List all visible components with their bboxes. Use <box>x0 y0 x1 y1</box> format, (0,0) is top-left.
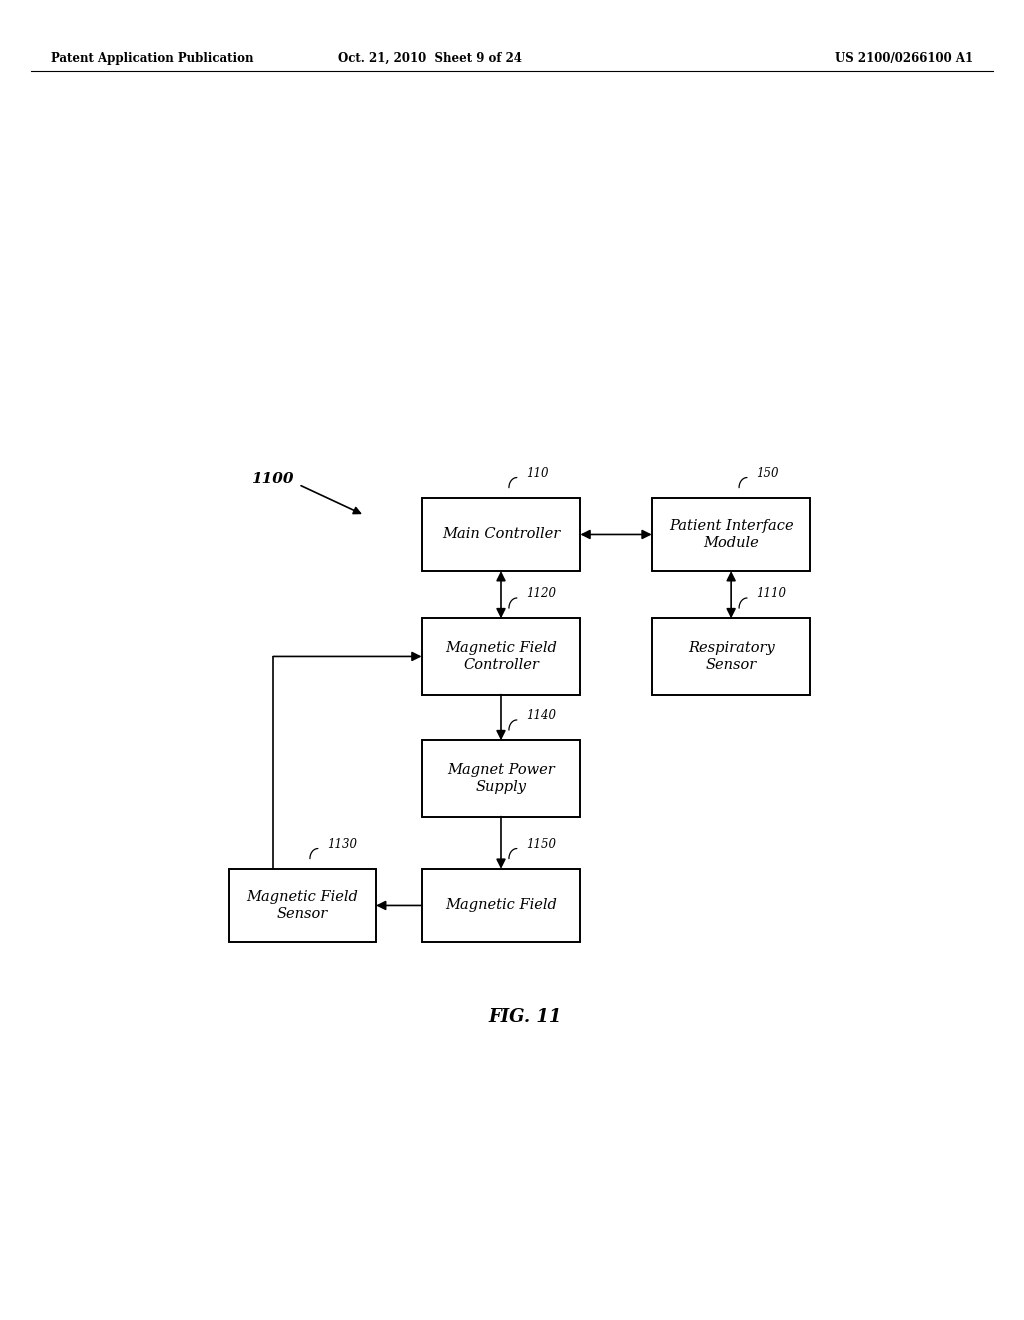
Bar <box>422 618 581 694</box>
Text: 1120: 1120 <box>526 587 556 601</box>
Bar <box>422 741 581 817</box>
Text: Respiratory
Sensor: Respiratory Sensor <box>688 642 774 672</box>
Bar <box>652 618 811 694</box>
Text: 1140: 1140 <box>526 709 556 722</box>
Bar <box>422 869 581 942</box>
Text: Magnet Power
Supply: Magnet Power Supply <box>447 763 555 793</box>
Text: Patent Application Publication: Patent Application Publication <box>51 51 254 65</box>
Text: Magnetic Field
Controller: Magnetic Field Controller <box>445 642 557 672</box>
Bar <box>652 498 811 572</box>
Bar <box>422 498 581 572</box>
Text: 1130: 1130 <box>328 838 357 850</box>
Bar <box>229 869 376 942</box>
Text: 110: 110 <box>526 466 549 479</box>
Text: Oct. 21, 2010  Sheet 9 of 24: Oct. 21, 2010 Sheet 9 of 24 <box>338 51 522 65</box>
Text: US 2100/0266100 A1: US 2100/0266100 A1 <box>835 51 973 65</box>
Text: 1110: 1110 <box>757 587 786 601</box>
Text: 1150: 1150 <box>526 838 556 850</box>
Text: 1100: 1100 <box>251 471 294 486</box>
Text: Magnetic Field: Magnetic Field <box>445 899 557 912</box>
Text: FIG. 11: FIG. 11 <box>488 1008 561 1026</box>
Text: Main Controller: Main Controller <box>442 528 560 541</box>
Text: 150: 150 <box>757 466 779 479</box>
Text: Magnetic Field
Sensor: Magnetic Field Sensor <box>247 891 358 920</box>
Text: Patient Interface
Module: Patient Interface Module <box>669 519 794 549</box>
